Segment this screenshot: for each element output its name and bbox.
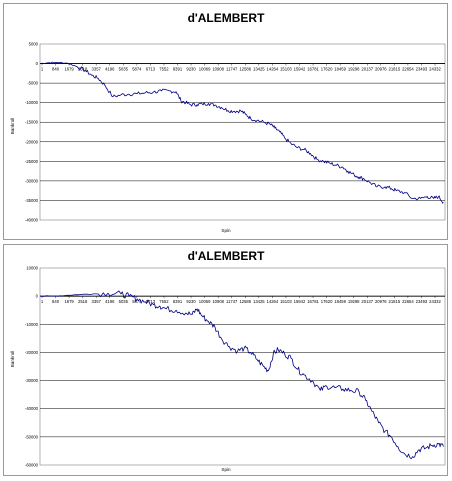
x-tick-label: 5035 (119, 67, 129, 72)
plot-area: 5000 0 -5000 -10000 -15000 -20000 -25000 -30000… (25, 42, 446, 223)
y-tick-label: -20000 (25, 350, 39, 355)
x-tick-label: 9230 (186, 299, 196, 304)
x-tick-label: 10908 (212, 299, 224, 304)
x-tick-label: 23493 (416, 299, 428, 304)
x-tick-label: 20137 (361, 299, 373, 304)
x-tick-label: 1 (41, 67, 44, 72)
x-tick-label: 11747 (226, 299, 238, 304)
x-tick-label: 23493 (416, 67, 428, 72)
x-axis-label: Spin (221, 228, 231, 233)
chart-svg-top: d'ALEMBERT 5000 0 -5000 -10000 -15000 -20000 -… (10, 11, 446, 233)
x-tick-label: 5035 (119, 299, 129, 304)
x-tick-label: 14264 (267, 67, 279, 72)
plot-area: 10000 0 -10000 -20000 -30000 -40000 -50000 -600… (25, 266, 446, 468)
x-tick-label: 19298 (348, 67, 360, 72)
x-tick-label: 20976 (375, 299, 387, 304)
y-tick-label: 10000 (26, 266, 38, 271)
plot-background (39, 267, 446, 466)
x-tick-label: 22654 (402, 67, 414, 72)
chart-title: d'ALEMBERT (188, 11, 266, 25)
x-tick-label: 24332 (429, 67, 441, 72)
y-tick-label: -60000 (25, 463, 39, 468)
y-axis-label: Bankroll (10, 351, 15, 368)
x-tick-label: 13425 (253, 299, 265, 304)
x-tick-label: 18459 (334, 299, 346, 304)
x-tick-label: 16781 (307, 67, 319, 72)
x-tick-label: 7552 (159, 67, 169, 72)
x-tick-label: 15103 (280, 299, 292, 304)
x-tick-label: 3357 (92, 67, 102, 72)
x-tick-label: 12586 (239, 67, 251, 72)
y-tick-label: 0 (36, 61, 39, 66)
x-tick-label: 1 (41, 299, 44, 304)
series-line (39, 290, 444, 460)
chart-panel-top: d'ALEMBERT 5000 0 -5000 -10000 -15000 -20000 -… (3, 3, 448, 240)
x-tick-label: 19298 (348, 299, 360, 304)
y-tick-label: -10000 (25, 100, 39, 105)
y-tick-label: 5000 (29, 42, 39, 47)
y-tick-label: -35000 (25, 198, 39, 203)
y-tick-label: -40000 (25, 218, 39, 223)
x-tick-label: 10069 (199, 299, 211, 304)
y-tick-label: -30000 (25, 178, 39, 183)
x-tick-label: 6713 (146, 299, 156, 304)
x-tick-label: 20137 (361, 67, 373, 72)
x-tick-label: 10069 (199, 67, 211, 72)
x-tick-label: 8391 (173, 299, 183, 304)
y-tick-label: -50000 (25, 434, 39, 439)
x-tick-label: 17620 (321, 299, 333, 304)
x-tick-label: 1679 (64, 299, 74, 304)
y-tick-label: -15000 (25, 120, 39, 125)
y-tick-label: -5000 (27, 81, 38, 86)
x-tick-label: 10908 (212, 67, 224, 72)
x-tick-label: 840 (52, 299, 60, 304)
x-tick-label: 15942 (294, 299, 306, 304)
x-tick-label: 5874 (132, 67, 142, 72)
chart-svg-bottom: d'ALEMBERT 10000 0 -10000 -20000 -30000 -4000… (10, 249, 446, 472)
x-tick-label: 15942 (294, 67, 306, 72)
x-tick-label: 21815 (389, 299, 401, 304)
x-tick-label: 8391 (173, 67, 183, 72)
x-tick-label: 12586 (239, 299, 251, 304)
x-tick-label: 11747 (226, 67, 238, 72)
y-tick-label: -20000 (25, 139, 39, 144)
y-tick-label: -40000 (25, 406, 39, 411)
x-tick-label: 14264 (267, 299, 279, 304)
x-tick-label: 4196 (105, 67, 115, 72)
x-tick-label: 17620 (321, 67, 333, 72)
plot-background (39, 43, 446, 221)
x-tick-label: 24332 (429, 299, 441, 304)
x-tick-label: 22654 (402, 299, 414, 304)
x-tick-label: 6713 (146, 67, 156, 72)
x-tick-label: 18459 (334, 67, 346, 72)
x-tick-label: 840 (52, 67, 60, 72)
x-tick-label: 9230 (186, 67, 196, 72)
y-axis-label: Bankroll (10, 118, 15, 135)
x-tick-label: 5874 (132, 299, 142, 304)
x-tick-label: 4196 (105, 299, 115, 304)
x-tick-label: 1679 (64, 67, 74, 72)
chart-panel-bottom: d'ALEMBERT 10000 0 -10000 -20000 -30000 -4000… (3, 244, 448, 476)
x-tick-label: 3357 (92, 299, 102, 304)
x-tick-label: 21815 (389, 67, 401, 72)
chart-title: d'ALEMBERT (188, 249, 266, 263)
series-line (39, 61, 444, 204)
x-tick-label: 15103 (280, 67, 292, 72)
y-tick-label: 0 (36, 294, 39, 299)
y-tick-label: -30000 (25, 378, 39, 383)
x-tick-label: 2518 (78, 299, 88, 304)
x-tick-label: 16781 (307, 299, 319, 304)
x-tick-label: 13425 (253, 67, 265, 72)
x-tick-label: 20976 (375, 67, 387, 72)
x-tick-label: 7552 (159, 299, 169, 304)
y-tick-label: -10000 (25, 322, 39, 327)
x-axis-label: Spin (221, 467, 231, 472)
y-tick-label: -25000 (25, 159, 39, 164)
